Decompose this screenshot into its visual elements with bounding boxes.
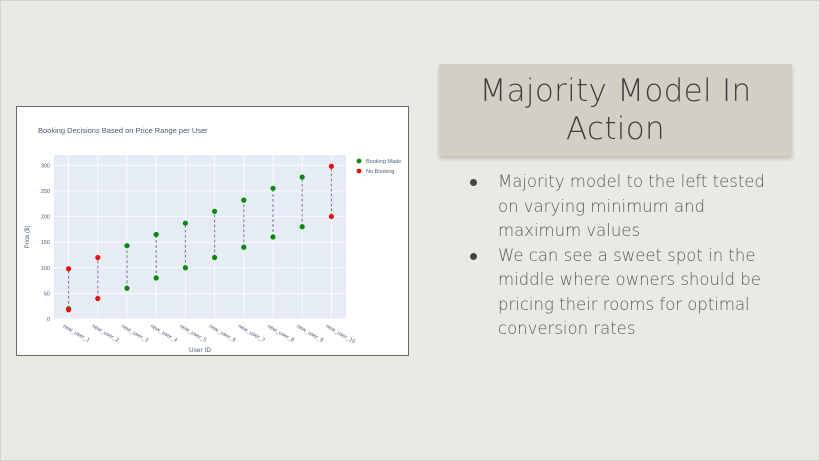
chart-legend: Booking Made No Booking [356,158,401,175]
legend-marker [356,158,362,164]
title-box: Majority Model In Action [439,64,792,156]
x-tick-label: new_user_4 [149,324,178,344]
x-tick-label: new_user_2 [91,324,120,344]
legend-marker [356,168,362,174]
bullet-text: We can see a sweet spot in the middle wh… [498,245,761,339]
booking-made-point [212,254,218,261]
bullet-item: Majority model to the left tested on var… [470,170,770,244]
legend-label: Booking Made [366,159,401,165]
y-tick-label: 200 [41,215,50,221]
booking-made-point [153,231,159,238]
bullet-list: Majority model to the left tested on var… [470,170,770,342]
chart-image: Booking Decisions Based on Price Range p… [16,106,409,356]
y-tick-label: 250 [41,189,50,195]
booking-made-point [182,220,188,226]
booking-made-point [124,285,130,291]
x-tick-label: new_user_3 [120,324,149,344]
booking-made-point [270,185,276,191]
bullet-text: Majority model to the left tested on var… [498,172,765,240]
no-booking-point [66,307,72,313]
y-axis-label: Price ($) [25,226,31,249]
booking-made-point [299,224,305,230]
no-booking-point [95,254,101,261]
plot-background [54,155,346,319]
booking-made-point [182,265,188,271]
booking-made-point [124,243,130,249]
bullet-dot-icon [470,179,477,186]
no-booking-point [328,163,334,169]
x-tick-label: new_user_1 [62,324,91,344]
y-tick-label: 0 [47,317,50,323]
booking-made-point [241,197,247,203]
x-axis-label: User ID [189,347,211,354]
x-tick-label: new_user_7 [237,324,266,344]
booking-made-point [212,208,218,214]
bullet-item: We can see a sweet spot in the middle wh… [470,244,770,342]
no-booking-point [66,266,72,272]
legend-label: No Booking [366,169,394,175]
x-tick-label: new_user_10 [324,324,356,346]
y-tick-label: 150 [41,240,50,246]
y-tick-label: 300 [41,163,50,169]
booking-made-point [270,234,276,240]
x-tick-label: new_user_8 [266,324,295,344]
chart-svg: Booking Decisions Based on Price Range p… [25,126,401,354]
no-booking-point [328,213,334,220]
bullet-dot-icon [470,252,477,260]
no-booking-point [95,295,101,302]
y-tick-label: 100 [41,266,50,272]
x-tick-label: new_user_9 [295,324,324,344]
chart-title: Booking Decisions Based on Price Range p… [38,126,208,135]
y-tick-label: 50 [44,291,50,297]
slide-title: Majority Model In Action [479,73,752,147]
booking-made-point [153,275,159,281]
booking-made-point [299,174,305,180]
x-tick-label: new_user_6 [208,324,237,344]
booking-made-point [241,244,247,250]
x-tick-label: new_user_5 [178,324,207,344]
